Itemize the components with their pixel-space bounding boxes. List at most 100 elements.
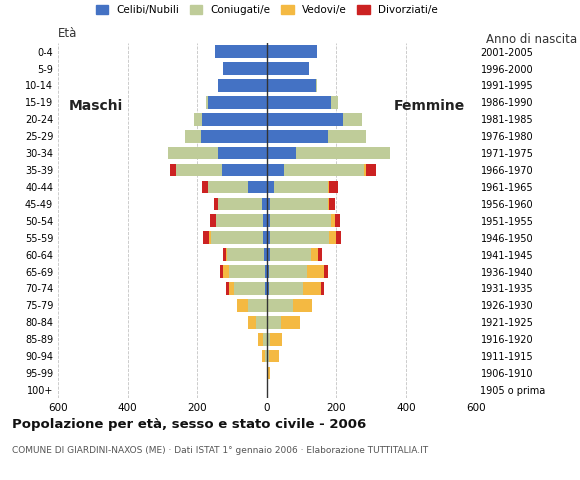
Bar [267, 130, 328, 143]
Bar [293, 299, 312, 312]
Bar [366, 164, 376, 177]
Text: Età: Età [58, 27, 77, 40]
Bar [307, 265, 324, 278]
Legend: Celibi/Nubili, Coniugati/e, Vedovi/e, Divorziati/e: Celibi/Nubili, Coniugati/e, Vedovi/e, Di… [96, 5, 438, 15]
Bar [226, 248, 227, 261]
Bar [281, 316, 300, 329]
Bar [311, 248, 318, 261]
Bar [269, 265, 307, 278]
Bar [265, 265, 267, 278]
Bar [211, 215, 216, 227]
Bar [185, 130, 201, 143]
Bar [203, 231, 209, 244]
Bar [267, 45, 317, 58]
Bar [274, 180, 328, 193]
Bar [218, 198, 262, 210]
Bar [328, 180, 329, 193]
Bar [262, 350, 265, 362]
Bar [267, 62, 309, 75]
Bar [267, 265, 269, 278]
Text: Anno di nascita: Anno di nascita [486, 33, 577, 46]
Bar [267, 333, 270, 346]
Bar [220, 265, 223, 278]
Bar [202, 180, 208, 193]
Bar [267, 79, 316, 92]
Bar [208, 180, 248, 193]
Bar [267, 350, 269, 362]
Bar [364, 164, 366, 177]
Bar [168, 147, 218, 159]
Bar [264, 248, 267, 261]
Bar [216, 215, 263, 227]
Bar [267, 316, 281, 329]
Bar [267, 215, 270, 227]
Bar [303, 282, 321, 295]
Text: Popolazione per età, sesso e stato civile - 2006: Popolazione per età, sesso e stato civil… [12, 418, 366, 431]
Bar [263, 231, 267, 244]
Bar [258, 333, 263, 346]
Text: Femmine: Femmine [394, 99, 465, 113]
Bar [234, 282, 265, 295]
Bar [267, 96, 331, 109]
Bar [331, 215, 335, 227]
Bar [222, 164, 267, 177]
Bar [194, 113, 202, 126]
Bar [267, 164, 284, 177]
Bar [265, 350, 267, 362]
Bar [237, 299, 248, 312]
Bar [248, 180, 267, 193]
Bar [262, 198, 267, 210]
Bar [214, 198, 218, 210]
Bar [248, 299, 267, 312]
Bar [331, 96, 338, 109]
Bar [284, 164, 364, 177]
Bar [202, 113, 267, 126]
Text: COMUNE DI GIARDINI-NAXOS (ME) · Dati ISTAT 1° gennaio 2006 · Elaborazione TUTTIT: COMUNE DI GIARDINI-NAXOS (ME) · Dati IST… [12, 446, 427, 456]
Bar [267, 282, 269, 295]
Bar [256, 316, 267, 329]
Bar [269, 350, 279, 362]
Bar [267, 180, 274, 193]
Bar [209, 231, 211, 244]
Bar [227, 248, 264, 261]
Bar [267, 113, 343, 126]
Bar [229, 265, 265, 278]
Bar [328, 198, 329, 210]
Bar [218, 147, 267, 159]
Bar [328, 130, 366, 143]
Bar [329, 231, 336, 244]
Bar [270, 231, 329, 244]
Bar [176, 164, 222, 177]
Bar [265, 282, 267, 295]
Bar [223, 265, 229, 278]
Bar [270, 198, 328, 210]
Bar [267, 367, 270, 379]
Bar [316, 79, 317, 92]
Bar [267, 299, 293, 312]
Bar [321, 282, 324, 295]
Bar [223, 248, 226, 261]
Bar [218, 79, 267, 92]
Bar [206, 96, 208, 109]
Bar [270, 215, 331, 227]
Bar [248, 316, 256, 329]
Bar [267, 248, 270, 261]
Text: Maschi: Maschi [68, 99, 123, 113]
Bar [215, 45, 267, 58]
Bar [263, 333, 267, 346]
Bar [211, 231, 263, 244]
Bar [267, 147, 296, 159]
Bar [201, 130, 267, 143]
Bar [267, 231, 270, 244]
Bar [329, 198, 335, 210]
Bar [270, 248, 311, 261]
Bar [336, 231, 341, 244]
Bar [270, 333, 282, 346]
Bar [329, 180, 338, 193]
Bar [267, 198, 270, 210]
Bar [296, 147, 390, 159]
Bar [343, 113, 362, 126]
Bar [223, 62, 267, 75]
Bar [263, 215, 267, 227]
Bar [208, 96, 267, 109]
